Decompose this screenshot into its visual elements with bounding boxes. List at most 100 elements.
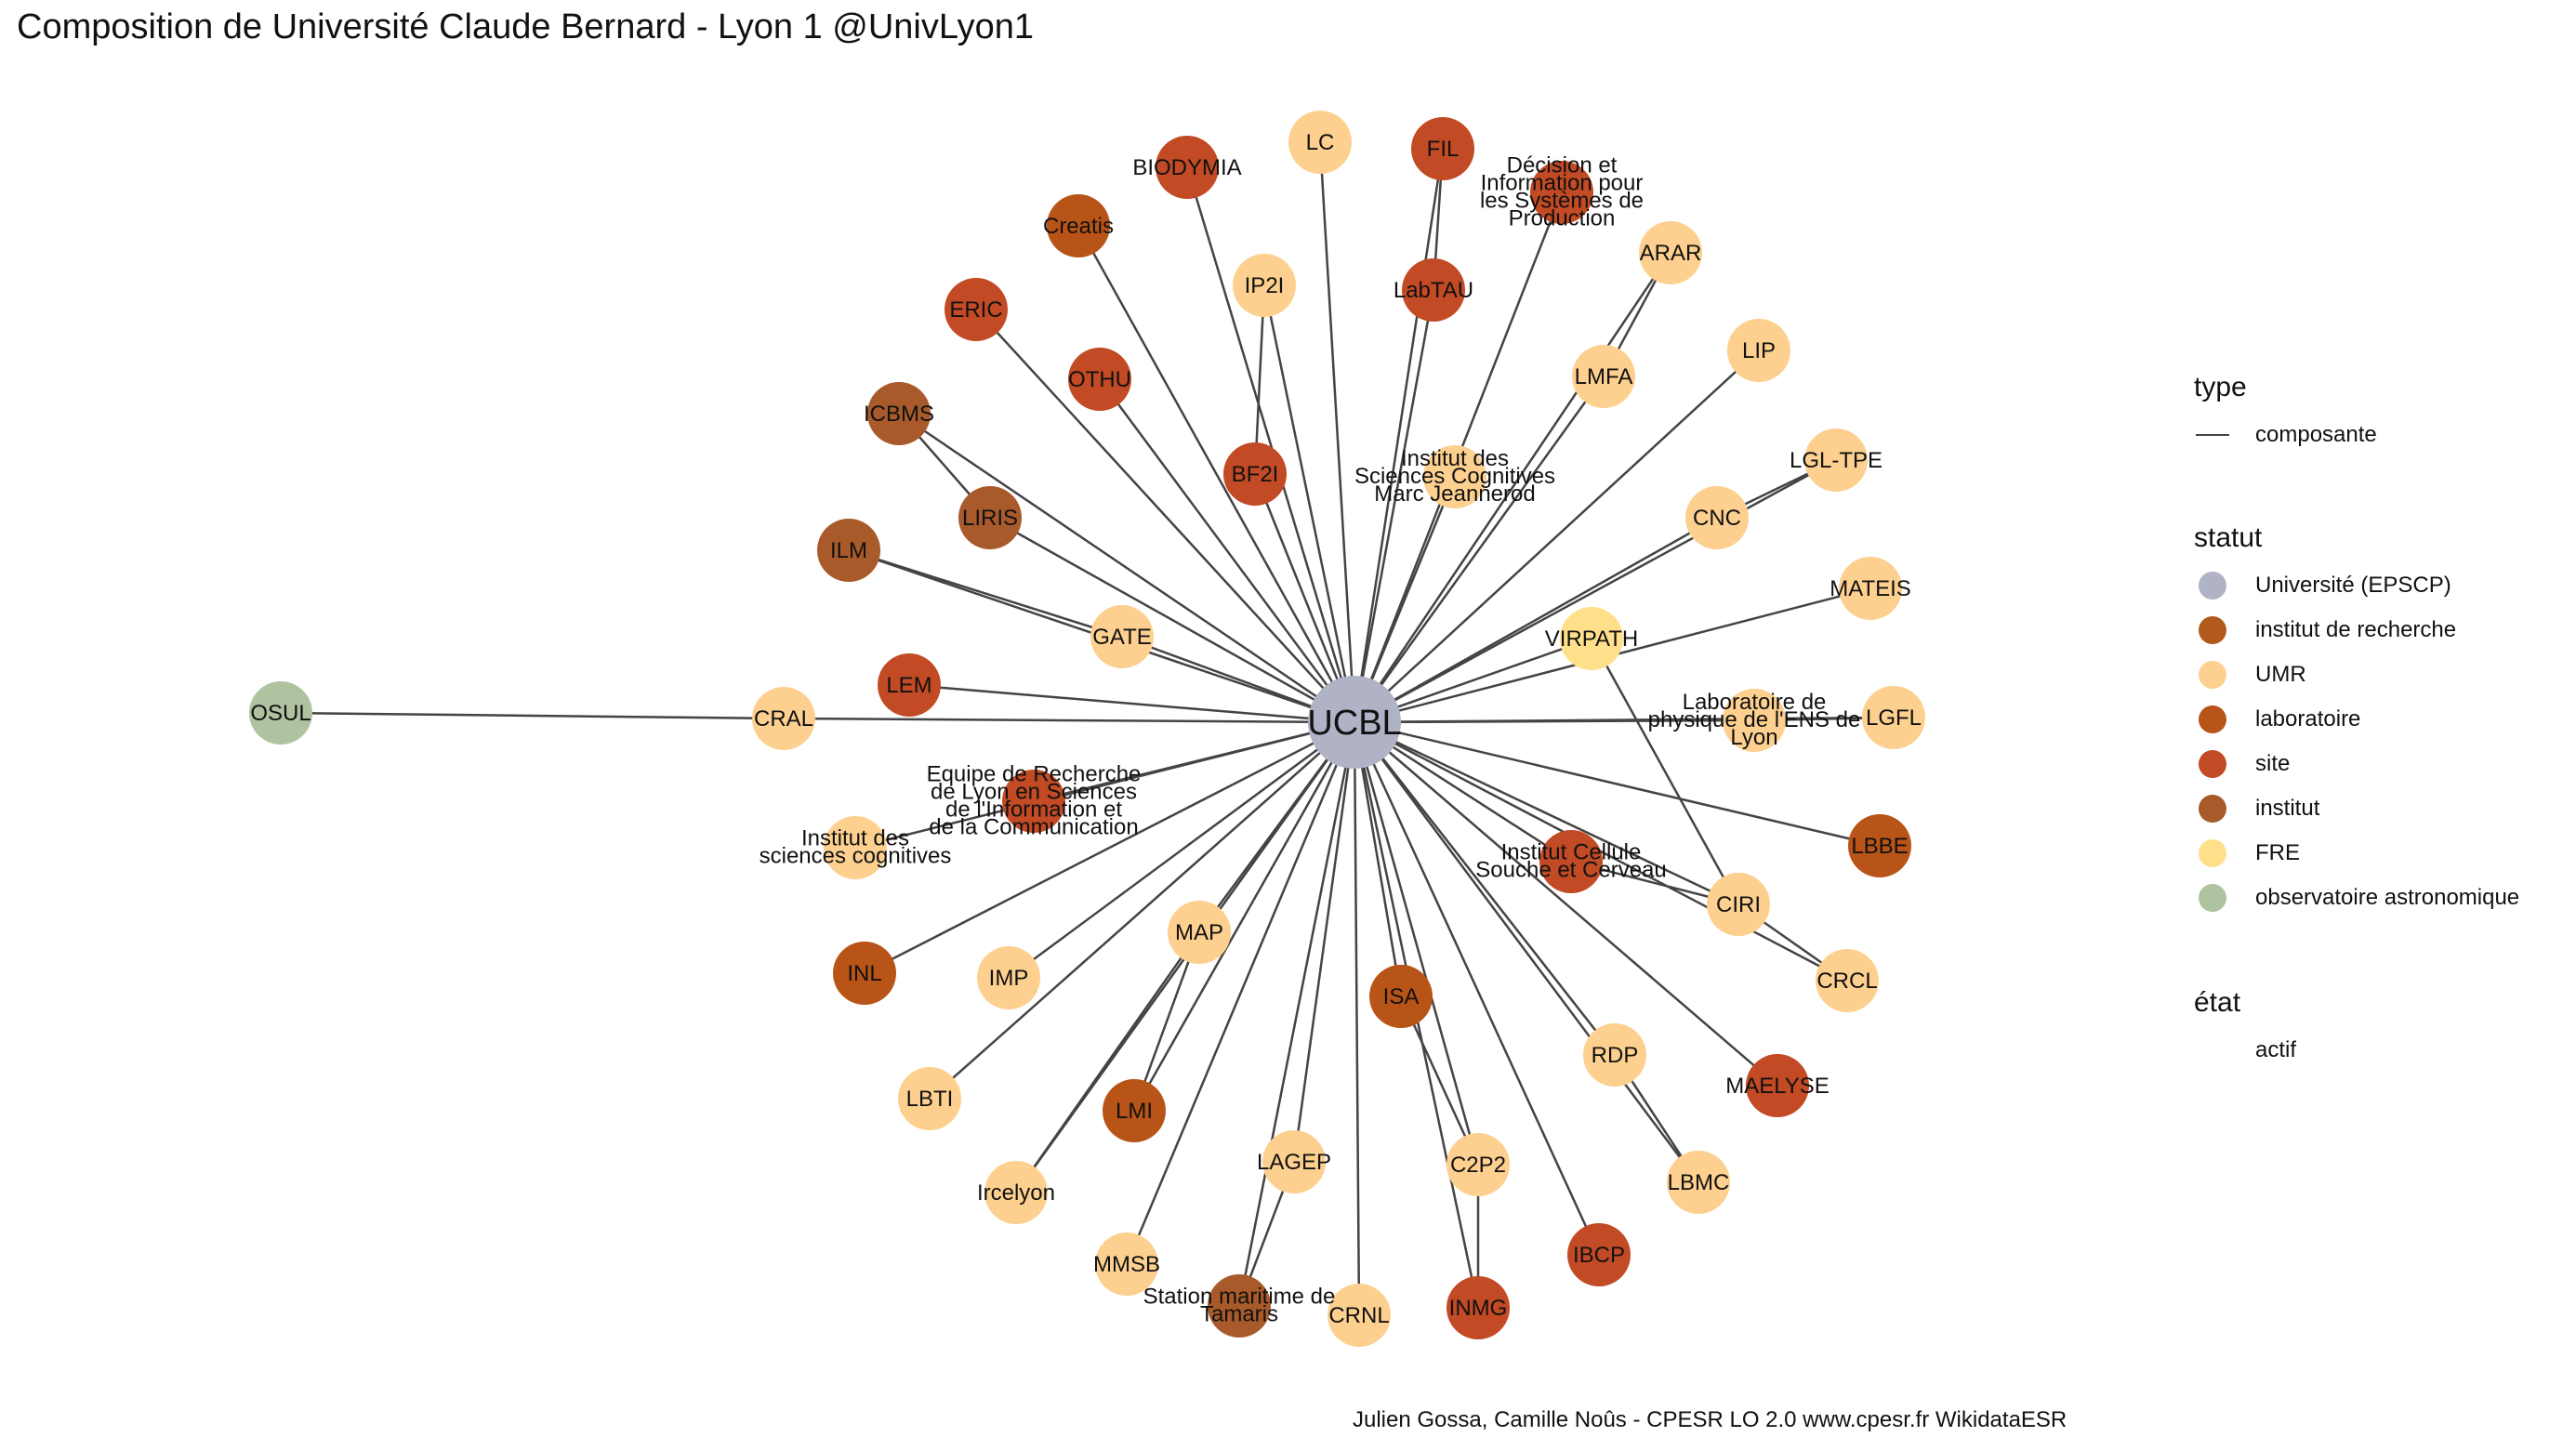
legend-item-label: actif — [2255, 1037, 2297, 1062]
node-LC — [1288, 111, 1352, 174]
node-ELICO — [1002, 770, 1065, 833]
node-MATEIS — [1839, 557, 1902, 620]
node-label-SMT: Station maritime de Tamaris — [1143, 1285, 1336, 1327]
node-ISA — [1369, 965, 1433, 1028]
legend-etat: état actif — [2194, 987, 2296, 1073]
node-label-ILM: ILM — [830, 538, 867, 563]
node-VIRPATH — [1560, 607, 1623, 670]
edge-UCBL-LEM — [908, 683, 1355, 724]
edge-UCBL-CIRI — [1354, 720, 1739, 906]
legend-statut-title: statut — [2194, 522, 2263, 553]
edge-MAP-LMI — [1132, 931, 1201, 1112]
node-DISP — [1530, 161, 1593, 224]
legend-type: type composante — [2194, 372, 2377, 457]
node-MAELYSE — [1746, 1054, 1809, 1117]
legend-item-label: UMR — [2255, 662, 2306, 687]
node-ISCsc — [824, 816, 887, 879]
edge-UCBL-LIP — [1354, 349, 1760, 723]
edge-UCBL-IP2I — [1262, 284, 1356, 723]
legend-item-label: FRE — [2255, 840, 2300, 865]
color-swatch-icon — [2199, 705, 2226, 733]
node-ARAR — [1639, 221, 1702, 284]
legend-item-label: institut de recherche — [2255, 617, 2457, 642]
color-swatch-icon — [2199, 884, 2226, 912]
legend-item-label: institut — [2255, 796, 2320, 821]
edge-UCBL-INL — [864, 720, 1355, 975]
node-LBBE — [1848, 814, 1911, 877]
node-INMG — [1447, 1276, 1510, 1339]
legend-item-label: laboratoire — [2255, 706, 2361, 732]
node-label-Creatis: Creatis — [1043, 214, 1114, 239]
edge-VIRPATH-CIRI — [1590, 638, 1740, 905]
chart-title: Composition de Université Claude Bernard… — [17, 7, 1034, 46]
node-label-ARAR: ARAR — [1640, 241, 1702, 266]
node-label-UCBL: UCBL — [1307, 704, 1401, 743]
legend-item: institut — [2194, 786, 2519, 831]
node-label-INMG: INMG — [1449, 1296, 1508, 1321]
node-label-C2P2: C2P2 — [1450, 1153, 1506, 1178]
node-ICBMS — [867, 382, 931, 445]
node-label-BIODYMIA: BIODYMIA — [1132, 155, 1241, 180]
edge-UCBL-LC — [1318, 141, 1356, 723]
node-label-CRCL: CRCL — [1816, 969, 1877, 994]
edge-UCBL-LBMC — [1353, 721, 1700, 1183]
node-label-LPENS: Laboratoire de physique de l'ENS de Lyon — [1648, 690, 1861, 750]
color-swatch-icon — [2199, 572, 2226, 600]
node-label-LMFA: LMFA — [1575, 364, 1633, 389]
edge-UCBL-C2P2 — [1353, 721, 1480, 1166]
node-label-DISP: Décision et Information pour les Systèmes … — [1480, 153, 1644, 231]
edge-UCBL-OTHU — [1098, 378, 1356, 723]
edge-UCBL-RDP — [1354, 721, 1616, 1056]
node-label-LC: LC — [1306, 130, 1335, 155]
node-LBMC — [1667, 1151, 1730, 1214]
edge-UCBL-CRAL — [783, 717, 1355, 724]
node-label-CIRI: CIRI — [1716, 892, 1761, 917]
node-label-LIP: LIP — [1742, 338, 1776, 363]
node-CNC — [1685, 486, 1749, 549]
node-label-MATEIS: MATEIS — [1830, 576, 1911, 601]
edge-UCBL-FIL — [1353, 148, 1445, 723]
color-swatch-icon — [2199, 661, 2226, 689]
node-BIODYMIA — [1156, 136, 1219, 199]
node-label-Ircelyon: Ircelyon — [977, 1180, 1055, 1206]
node-ERIC — [945, 278, 1008, 341]
node-Ircelyon — [984, 1161, 1048, 1224]
edge-UCBL-CRNL — [1353, 721, 1361, 1316]
edge-UCBL-CNC — [1354, 516, 1718, 724]
node-label-ERIC: ERIC — [949, 297, 1002, 323]
edge-layer — [280, 141, 1895, 1316]
node-label-LAGEP: LAGEP — [1257, 1150, 1331, 1175]
edge-UCBL-BIODYMIA — [1185, 166, 1356, 723]
node-IBCP — [1567, 1223, 1631, 1286]
node-LabTAU — [1402, 258, 1465, 322]
node-label-ELICO: Equipe de Recherche de Lyon en Sciences de… — [927, 762, 1142, 840]
node-label-SBRI: Institut Cellule Souche et Cerveau — [1475, 840, 1666, 883]
edge-UCBL-SMT — [1237, 721, 1356, 1307]
legend-item-label: observatoire astronomique — [2255, 885, 2520, 910]
node-label-LBMC: LBMC — [1668, 1170, 1730, 1195]
legend-statut: statut Université (EPSCP) institut de rec… — [2194, 522, 2519, 920]
legend-etat-title: état — [2194, 987, 2241, 1018]
edge-UCBL-LBBE — [1354, 720, 1881, 848]
node-LMFA — [1572, 345, 1635, 408]
node-label-LEM: LEM — [886, 673, 931, 698]
edge-UCBL-MMSB — [1125, 721, 1356, 1265]
edge-UCBL-Creatis — [1077, 225, 1356, 723]
node-OSUL — [249, 681, 312, 745]
node-CRAL — [752, 687, 815, 750]
node-label-LGFL: LGFL — [1866, 705, 1922, 731]
node-SBRI — [1539, 830, 1603, 893]
node-label-LBTI: LBTI — [906, 1087, 954, 1112]
node-label-GATE: GATE — [1092, 625, 1152, 650]
node-GATE — [1090, 605, 1154, 668]
node-ILM — [817, 519, 880, 582]
node-INL — [833, 942, 896, 1005]
node-label-INL: INL — [847, 961, 881, 986]
node-SMT — [1208, 1274, 1271, 1338]
node-label-BF2I: BF2I — [1232, 462, 1279, 487]
legend-item: composante — [2194, 413, 2377, 457]
node-label-IMP: IMP — [989, 966, 1029, 991]
node-IMP — [977, 946, 1040, 1009]
node-label-LabTAU: LabTAU — [1394, 278, 1473, 303]
